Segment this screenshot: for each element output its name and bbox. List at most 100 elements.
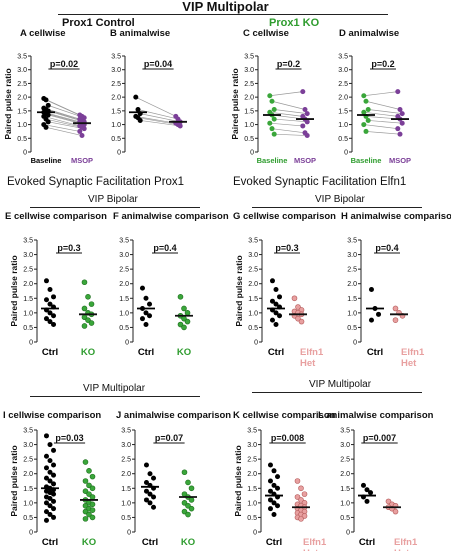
pair-line (137, 109, 179, 120)
data-point (43, 433, 49, 439)
data-point (147, 313, 153, 319)
category-label: Het (300, 358, 316, 369)
data-point (271, 482, 277, 488)
data-point (151, 494, 157, 500)
y-tick-label: 3.0 (23, 252, 33, 259)
y-tick-label: 3.5 (17, 54, 27, 61)
y-axis-label: Paired pulse ratio (233, 445, 243, 516)
data-point (365, 117, 371, 123)
y-tick-label: 0.5 (247, 515, 257, 522)
data-point (395, 126, 401, 132)
data-point (267, 462, 273, 468)
y-tick-label: 0.5 (17, 136, 27, 143)
data-point (143, 462, 149, 468)
y-tick-label: 0.5 (338, 136, 348, 143)
data-point (89, 501, 96, 508)
data-point (267, 506, 273, 512)
data-point (267, 488, 273, 494)
category-label: MSOP (294, 156, 316, 165)
data-point (177, 294, 184, 300)
rule-bipolar-left (30, 207, 200, 208)
data-point (184, 310, 191, 316)
category-label: Elfn1 (300, 347, 324, 358)
category-label: Elfn1 (401, 347, 425, 358)
data-point (395, 89, 401, 95)
data-point (77, 128, 83, 134)
y-tick-label: 3.0 (111, 67, 121, 74)
data-point (82, 502, 89, 509)
data-point (304, 119, 310, 125)
y-tick-label: 0 (250, 150, 254, 157)
y-tick-label: 3.5 (111, 54, 121, 61)
data-point (147, 491, 153, 497)
data-point (86, 491, 92, 497)
pair-line (368, 120, 403, 124)
data-point (88, 320, 95, 326)
data-point (43, 316, 49, 322)
pair-line (271, 100, 306, 110)
y-tick-label: 0 (117, 150, 121, 157)
category-label: Ctrl (42, 347, 58, 358)
p-value-label: p=0.04 (144, 59, 172, 69)
data-point (89, 494, 96, 500)
panel-title: C cellwise (243, 28, 289, 39)
data-point (181, 324, 187, 331)
data-point (43, 453, 49, 459)
data-point (51, 506, 57, 512)
panel-g: G cellwise comparison 0 0.5 1.0 1.5 2.0 2.5 3.0… (233, 211, 336, 369)
title-rule (58, 14, 388, 15)
data-point (43, 500, 49, 506)
y-tick-label: 2.0 (338, 95, 348, 102)
y-tick-label: 2.5 (111, 81, 121, 88)
data-point (51, 472, 57, 478)
data-point (143, 488, 149, 494)
panel-title: J animalwise comparison (116, 410, 231, 421)
data-point (43, 465, 49, 471)
y-tick-label: 2.0 (340, 471, 350, 478)
data-point (269, 298, 275, 304)
p-value-label: p=0.008 (271, 433, 304, 443)
y-tick-label: 0 (344, 150, 348, 157)
y-tick-label: 1.5 (244, 108, 254, 115)
data-point (273, 287, 279, 293)
data-point (85, 294, 91, 300)
data-point (51, 294, 57, 300)
category-label: Baseline (257, 156, 288, 165)
data-point (277, 294, 283, 300)
data-point (271, 468, 277, 474)
p-value-label: p=0.07 (155, 433, 183, 443)
data-point (267, 497, 273, 503)
data-point (43, 97, 49, 103)
panel-e: E cellwise comparison 0 0.5 1.0 1.5 2.0 2.5 3.0… (5, 211, 107, 358)
data-point (139, 316, 145, 322)
data-point (392, 508, 399, 515)
y-tick-label: 3.5 (347, 238, 357, 245)
data-point (51, 491, 57, 497)
data-point (368, 490, 374, 496)
data-point (277, 313, 283, 319)
data-point (181, 508, 188, 515)
data-point (47, 458, 53, 464)
data-point (147, 301, 153, 307)
y-axis-label: Paired pulse ratio (3, 68, 13, 139)
data-point (139, 285, 145, 291)
data-point (89, 473, 96, 480)
data-point (273, 322, 279, 328)
y-tick-label: 2.5 (119, 267, 129, 274)
data-point (271, 500, 277, 506)
y-tick-label: 0.5 (347, 325, 357, 332)
y-tick-label: 1.0 (121, 500, 131, 507)
data-point (133, 94, 139, 100)
data-point (269, 126, 275, 132)
data-point (86, 482, 92, 489)
y-tick-label: 1.5 (338, 108, 348, 115)
data-point (81, 323, 88, 329)
figure-title: VIP Multipolar (182, 0, 269, 14)
data-point (392, 317, 399, 323)
pair-line (137, 117, 179, 125)
pair-line (274, 133, 308, 136)
panel-k: K cellwise comparison 0 0.5 1.0 1.5 2.0 2.5 3.0… (233, 410, 336, 551)
data-point (47, 503, 53, 509)
section-title-prox1: Evoked Synaptic Facilitation Prox1 (7, 176, 185, 188)
